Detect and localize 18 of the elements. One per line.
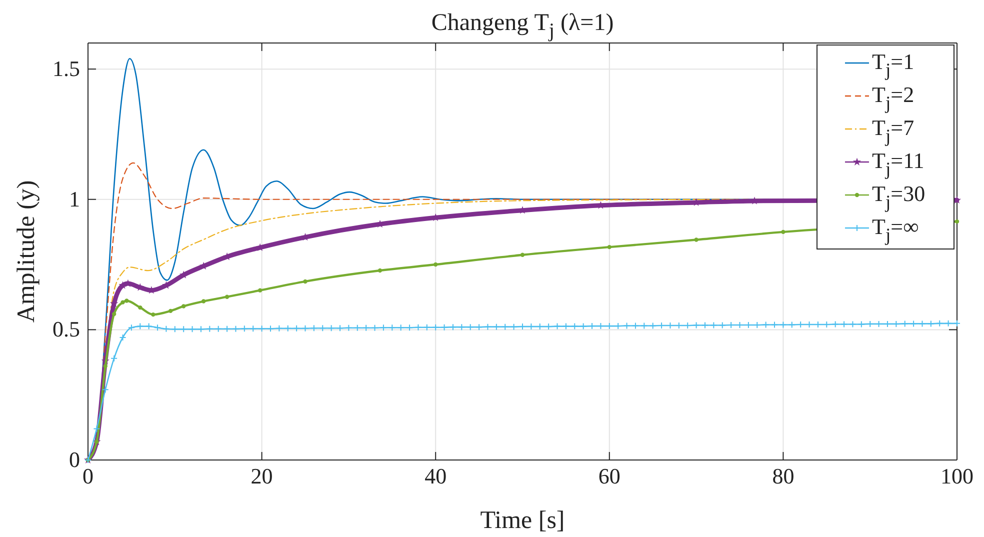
chart-title: Changeng T$_{j}$ (λ=1) [431,10,614,42]
legend-label: T$_{j}$=2 [872,82,914,114]
x-tick-label: 80 [772,464,794,489]
legend-label: T$_{j}$=7 [872,115,914,147]
y-tick-label: 0 [69,447,80,472]
y-axis-title: Amplitude (y) [13,180,40,323]
legend-label: T$_{j}$=1 [872,49,914,81]
y-tick-label: 1.5 [52,56,80,82]
x-tick-label: 60 [598,464,620,489]
x-tick-label: 20 [250,464,273,489]
legend-label: T$_{j}$=11 [872,148,924,180]
x-axis-title: Time [s] [480,507,565,534]
legend-label: T$_{j}$=30 [872,181,926,213]
x-tick-label: 40 [424,464,447,489]
y-tick-label: 0.5 [52,316,80,342]
legend-label: T$_{j}$=∞ [872,214,919,246]
x-tick-label: 100 [940,464,974,489]
y-tick-label: 1 [69,186,80,212]
